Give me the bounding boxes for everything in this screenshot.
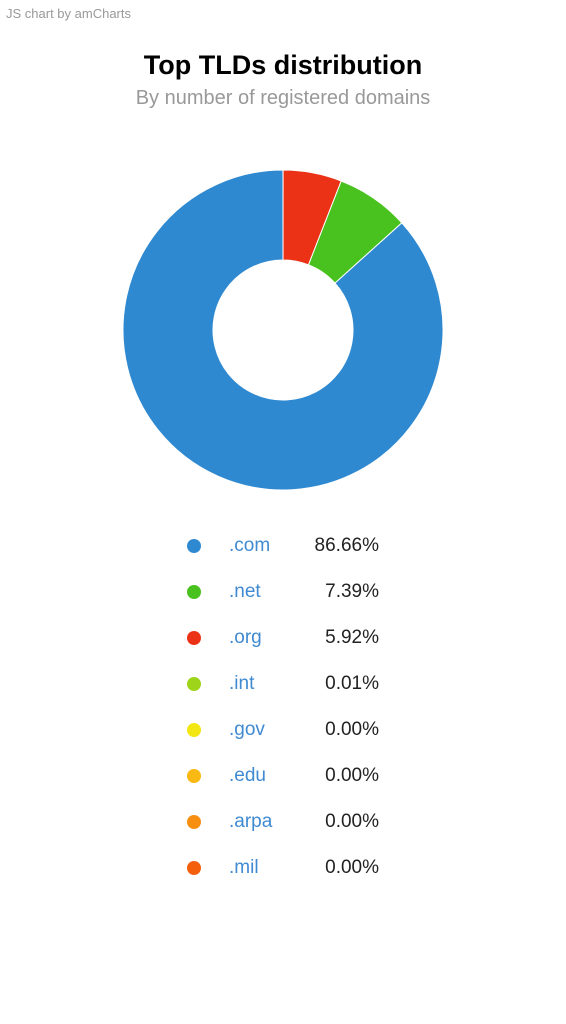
legend-label: .gov — [229, 719, 299, 741]
legend-value: 7.39% — [299, 581, 379, 603]
legend-item[interactable]: .edu0.00% — [187, 760, 379, 792]
legend-value: 0.00% — [299, 811, 379, 833]
chart-legend: .com86.66% .net7.39% .org5.92% .int0.01% .go… — [187, 530, 379, 884]
legend-item[interactable]: .mil0.00% — [187, 852, 379, 884]
legend-item[interactable]: .net7.39% — [187, 576, 379, 608]
legend-label: .org — [229, 627, 299, 649]
legend-value: 0.00% — [299, 857, 379, 879]
chart-container: Top TLDs distribution By number of regis… — [0, 0, 566, 884]
legend-value: 0.01% — [299, 673, 379, 695]
legend-marker-icon — [187, 539, 201, 553]
legend-marker-icon — [187, 631, 201, 645]
legend-value: 86.66% — [299, 535, 379, 557]
chart-attribution[interactable]: JS chart by amCharts — [6, 6, 131, 21]
legend-label: .edu — [229, 765, 299, 787]
legend-value: 5.92% — [299, 627, 379, 649]
chart-subtitle: By number of registered domains — [136, 87, 431, 110]
legend-item[interactable]: .com86.66% — [187, 530, 379, 562]
legend-value: 0.00% — [299, 719, 379, 741]
legend-label: .int — [229, 673, 299, 695]
legend-label: .com — [229, 535, 299, 557]
legend-marker-icon — [187, 769, 201, 783]
legend-marker-icon — [187, 815, 201, 829]
legend-marker-icon — [187, 861, 201, 875]
legend-item[interactable]: .org5.92% — [187, 622, 379, 654]
legend-item[interactable]: .arpa0.00% — [187, 806, 379, 838]
legend-value: 0.00% — [299, 765, 379, 787]
legend-marker-icon — [187, 723, 201, 737]
legend-marker-icon — [187, 677, 201, 691]
legend-item[interactable]: .gov0.00% — [187, 714, 379, 746]
legend-label: .arpa — [229, 811, 299, 833]
donut-chart — [123, 170, 443, 490]
legend-item[interactable]: .int0.01% — [187, 668, 379, 700]
legend-marker-icon — [187, 585, 201, 599]
legend-label: .mil — [229, 857, 299, 879]
legend-label: .net — [229, 581, 299, 603]
chart-title: Top TLDs distribution — [144, 50, 422, 81]
